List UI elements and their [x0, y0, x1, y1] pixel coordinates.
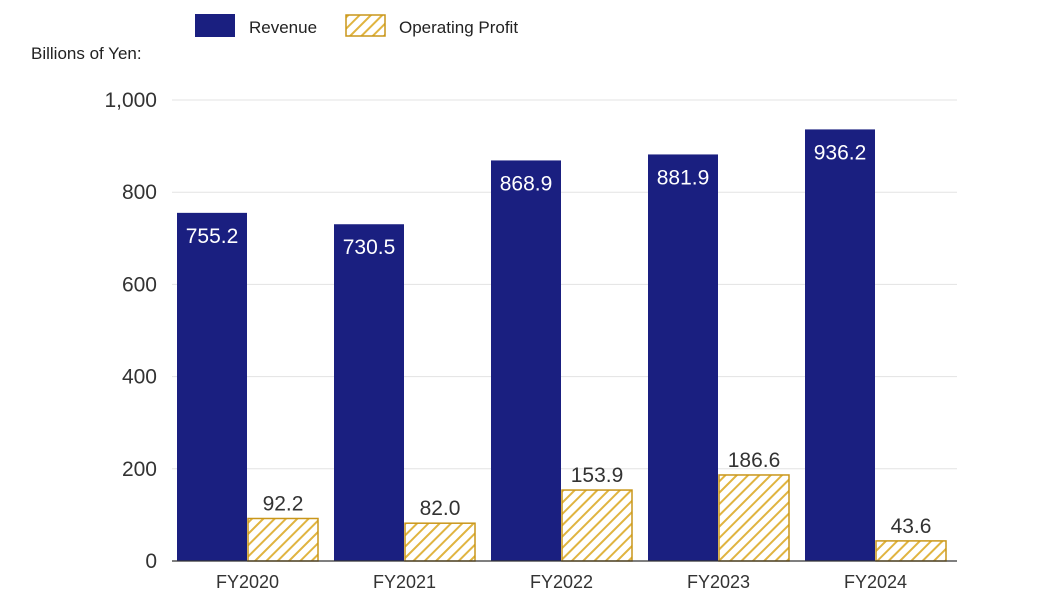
- y-tick-label: 600: [122, 273, 157, 296]
- legend-swatch-revenue: [195, 14, 235, 37]
- revenue-bar: [334, 224, 404, 561]
- revenue-value-label: 730.5: [343, 236, 396, 259]
- operating-profit-value-label: 82.0: [420, 497, 461, 520]
- legend: Revenue Operating Profit: [195, 14, 518, 37]
- bars: 755.2 92.2 730.5 82.0 868.9 153.9 881.9 186.6 93…: [177, 129, 947, 562]
- revenue-bar: [648, 154, 718, 562]
- x-category-label: FY2024: [844, 572, 907, 592]
- revenue-bar: [805, 129, 875, 561]
- operating-profit-bar: [404, 522, 476, 562]
- revenue-value-label: 755.2: [186, 225, 239, 248]
- revenue-value-label: 881.9: [657, 166, 710, 189]
- operating-profit-bar: [718, 474, 790, 562]
- y-tick-label: 400: [122, 366, 157, 389]
- legend-label-revenue: Revenue: [249, 18, 317, 37]
- y-tick-label: 0: [145, 550, 157, 573]
- x-axis-labels: FY2020 FY2021 FY2022 FY2023 FY2024: [216, 572, 907, 592]
- revenue-value-label: 868.9: [500, 172, 553, 195]
- operating-profit-value-label: 153.9: [571, 464, 624, 487]
- x-category-label: FY2022: [530, 572, 593, 592]
- operating-profit-value-label: 186.6: [728, 449, 781, 472]
- revenue-value-label: 936.2: [814, 141, 867, 164]
- revenue-bar: [491, 160, 561, 561]
- y-axis-ticks: 0 200 400 600 800 1,000: [104, 89, 157, 573]
- operating-profit-value-label: 92.2: [263, 492, 304, 515]
- operating-profit-bar: [247, 517, 319, 562]
- x-category-label: FY2023: [687, 572, 750, 592]
- y-tick-label: 800: [122, 181, 157, 204]
- operating-profit-value-label: 43.6: [891, 515, 932, 538]
- y-tick-label: 1,000: [104, 89, 157, 112]
- legend-label-operating-profit: Operating Profit: [399, 18, 518, 37]
- x-category-label: FY2020: [216, 572, 279, 592]
- legend-swatch-operating-profit: [345, 14, 386, 37]
- revenue-bar: [177, 212, 247, 562]
- y-tick-label: 200: [122, 458, 157, 481]
- operating-profit-bar: [875, 540, 947, 562]
- operating-profit-bar: [561, 489, 633, 562]
- x-category-label: FY2021: [373, 572, 436, 592]
- y-axis-unit-label: Billions of Yen:: [31, 44, 142, 63]
